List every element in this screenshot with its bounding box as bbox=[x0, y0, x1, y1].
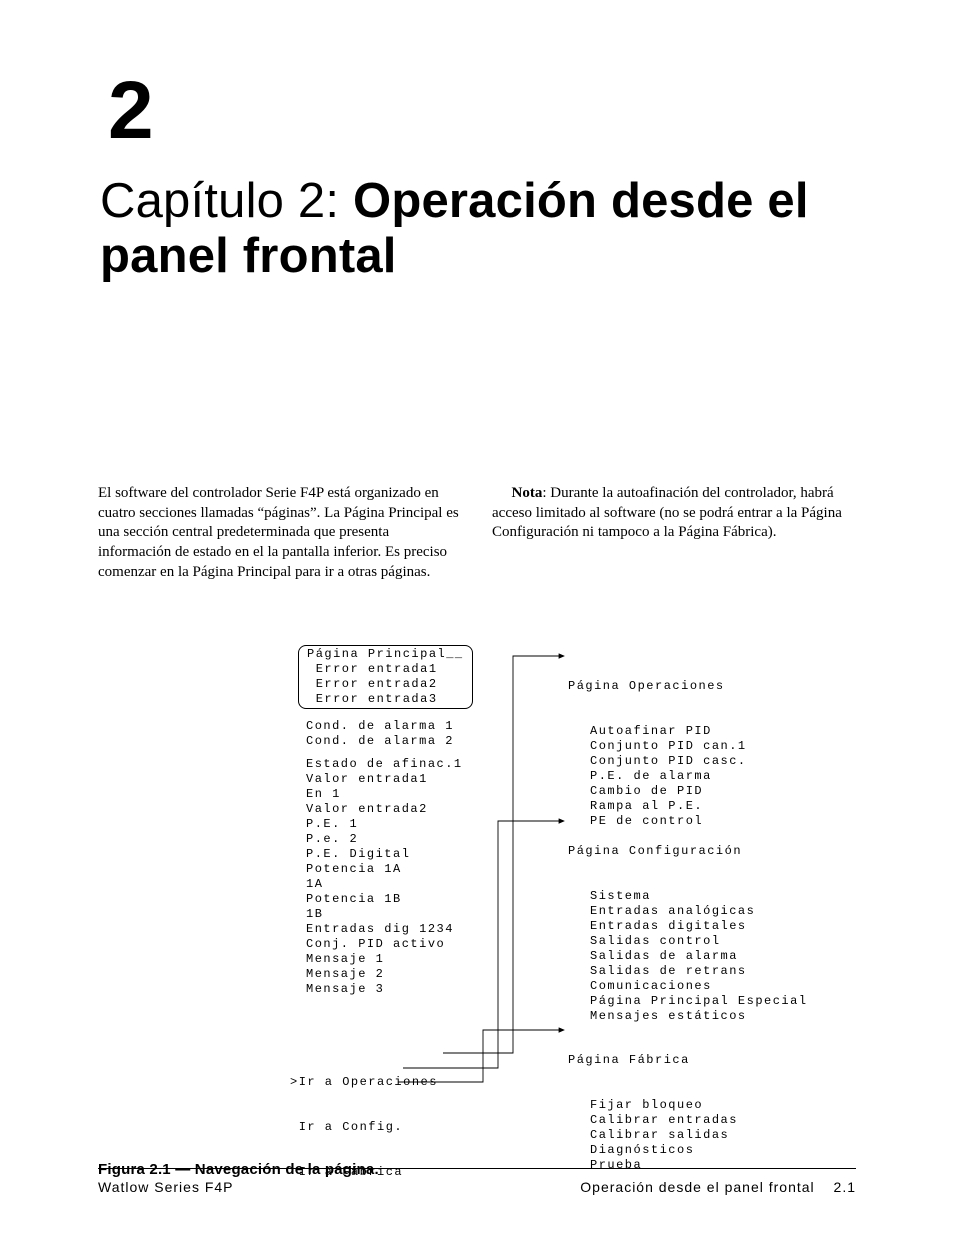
note-label: Nota bbox=[512, 485, 543, 501]
list-item: En 1 bbox=[306, 787, 463, 802]
list-item: Comunicaciones bbox=[590, 979, 808, 994]
page-number: 2.1 bbox=[834, 1179, 856, 1195]
list-item: P.e. 2 bbox=[306, 832, 463, 847]
list-item: Calibrar salidas bbox=[590, 1128, 738, 1143]
list-item: Mensaje 1 bbox=[306, 952, 463, 967]
display-line: Error entrada2 bbox=[307, 677, 466, 692]
display-line: Página Principal__ bbox=[307, 647, 466, 662]
list-item: Sistema bbox=[590, 889, 808, 904]
footer-left: Watlow Series F4P bbox=[98, 1179, 234, 1195]
list-item: Salidas de retrans bbox=[590, 964, 808, 979]
intro-paragraph: El software del controlador Serie F4P es… bbox=[98, 484, 462, 583]
list-item: Página Principal Especial bbox=[590, 994, 808, 1009]
figure-caption: Figura 2.1 — Navegación de la página. bbox=[98, 1161, 856, 1178]
list-item: Mensaje 3 bbox=[306, 982, 463, 997]
display-line: Error entrada3 bbox=[307, 692, 466, 707]
note-text: : Durante la autoafinación del controlad… bbox=[492, 485, 842, 541]
list-item: P.E. Digital bbox=[306, 847, 463, 862]
list-item: Salidas de alarma bbox=[590, 949, 808, 964]
chapter-title: Capítulo 2: Operación desde el panel fro… bbox=[100, 174, 856, 284]
list-item: Mensaje 2 bbox=[306, 967, 463, 982]
body-text: El software del controlador Serie F4P es… bbox=[98, 484, 856, 583]
nav-config: Ir a Config. bbox=[290, 1120, 438, 1135]
block-configuracion: Página Configuración SistemaEntradas ana… bbox=[568, 814, 808, 1054]
block-title: Página Fábrica bbox=[568, 1053, 738, 1068]
figure-2-1: Página Principal__ Error entrada1 Error … bbox=[98, 645, 858, 1143]
list-item: Valor entrada1 bbox=[306, 772, 463, 787]
list-item: 1B bbox=[306, 907, 463, 922]
list-item: P.E. de alarma bbox=[590, 769, 747, 784]
list-item: Entradas analógicas bbox=[590, 904, 808, 919]
list-item: Autoafinar PID bbox=[590, 724, 747, 739]
list-item: Valor entrada2 bbox=[306, 802, 463, 817]
list-item: 1A bbox=[306, 877, 463, 892]
nav-operaciones: >Ir a Operaciones bbox=[290, 1075, 438, 1090]
list-item: Entradas dig 1234 bbox=[306, 922, 463, 937]
page-footer: Watlow Series F4P Operación desde el pan… bbox=[98, 1179, 856, 1195]
list-item: Fijar bloqueo bbox=[590, 1098, 738, 1113]
list-item: Cond. de alarma 2 bbox=[306, 734, 463, 749]
list-item: Prueba bbox=[590, 1158, 738, 1173]
list-item: Salidas control bbox=[590, 934, 808, 949]
chapter-title-prefix: Capítulo 2: bbox=[100, 174, 353, 228]
nav-fabrica: Ir a Fábrica bbox=[290, 1165, 438, 1180]
list-item: Calibrar entradas bbox=[590, 1113, 738, 1128]
list-item: Cambio de PID bbox=[590, 784, 747, 799]
list-item: Estado de afinac.1 bbox=[306, 757, 463, 772]
list-item: Entradas digitales bbox=[590, 919, 808, 934]
list-item: Conjunto PID casc. bbox=[590, 754, 747, 769]
block-fabrica: Página Fábrica Fijar bloqueoCalibrar ent… bbox=[568, 1023, 738, 1203]
footer-right: Operación desde el panel frontal 2.1 bbox=[580, 1179, 856, 1195]
display-line: Error entrada1 bbox=[307, 662, 466, 677]
note-paragraph: Nota: Durante la autoafinación del contr… bbox=[492, 484, 856, 543]
list-item: Mensajes estáticos bbox=[590, 1009, 808, 1024]
chapter-number: 2 bbox=[108, 70, 856, 152]
block-title: Página Operaciones bbox=[568, 679, 747, 694]
footer-section: Operación desde el panel frontal bbox=[580, 1179, 814, 1195]
list-item: Potencia 1A bbox=[306, 862, 463, 877]
list-item: Cond. de alarma 1 bbox=[306, 719, 463, 734]
list-item: Rampa al P.E. bbox=[590, 799, 747, 814]
display-box: Página Principal__ Error entrada1 Error … bbox=[298, 645, 473, 709]
footer-rule bbox=[98, 1168, 856, 1169]
list-item: Diagnósticos bbox=[590, 1143, 738, 1158]
list-item: Potencia 1B bbox=[306, 892, 463, 907]
list-item: Conjunto PID can.1 bbox=[590, 739, 747, 754]
block-title: Página Configuración bbox=[568, 844, 808, 859]
list-item: P.E. 1 bbox=[306, 817, 463, 832]
main-list: Cond. de alarma 1Cond. de alarma 2 Estado… bbox=[306, 719, 463, 997]
list-item: Conj. PID activo bbox=[306, 937, 463, 952]
